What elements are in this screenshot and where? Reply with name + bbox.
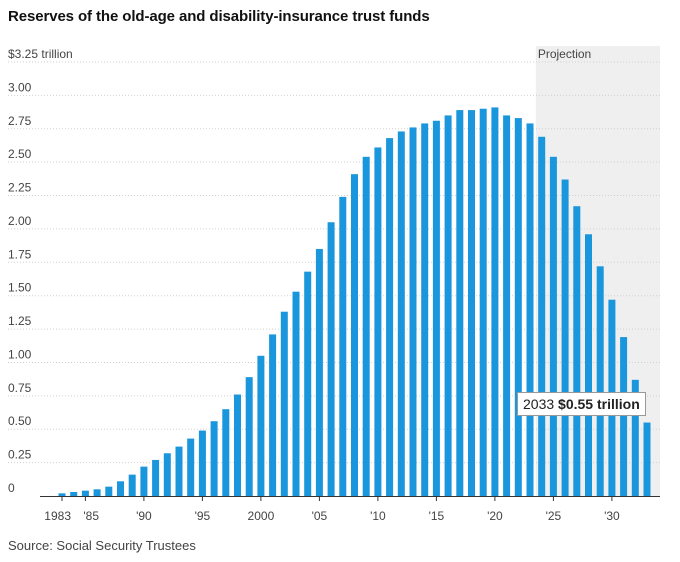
bar-1983 [58,493,66,496]
bar-1996 [210,421,218,496]
x-tick-label: '90 [136,509,152,523]
bar-1999 [245,377,253,496]
y-tick-label: 2.25 [8,181,32,195]
bar-2027 [573,206,581,496]
y-tick-label: 2.50 [8,147,32,161]
bar-2025 [549,156,557,496]
bar-2023 [526,123,534,497]
bar-1989 [128,474,136,496]
bar-2006 [327,222,335,496]
bar-2022 [514,118,522,496]
bar-1987 [105,486,113,496]
bar-2000 [257,355,265,496]
callout-2033: 2033 $0.55 trillion [517,392,646,416]
bar-2028 [585,234,592,496]
x-tick-label: '05 [312,509,328,523]
y-tick-label: 1.00 [8,347,32,361]
bar-2032 [631,379,639,496]
bar-2003 [292,291,300,496]
bar-1998 [234,394,241,496]
bar-2020 [491,107,499,496]
bar-2007 [339,196,347,496]
x-tick-label: '85 [83,509,99,523]
bar-2005 [315,248,323,496]
bar-2015 [432,120,440,496]
y-tick-label: 1.25 [8,314,32,328]
bar-1984 [70,491,78,496]
y-tick-label: 0.75 [8,381,32,395]
y-tick-label: 2.00 [8,214,32,228]
y-tick-label: 1.50 [8,281,32,295]
source-note: Source: Social Security Trustees [8,538,196,553]
bar-1991 [152,459,160,496]
bar-2001 [269,334,277,496]
bar-2017 [456,110,464,496]
y-tick-label: 2.75 [8,114,32,128]
bar-2002 [280,311,288,496]
y-tick-label: 3.00 [8,80,32,94]
bar-1994 [187,438,195,496]
bar-1997 [222,409,230,496]
bar-1986 [93,489,101,496]
x-tick-label: '15 [429,509,445,523]
bar-2014 [421,123,429,497]
bar-2024 [538,136,546,496]
y-tick-label: 0.25 [8,448,32,462]
x-tick-label: 1983 [44,509,71,523]
bar-1992 [163,453,171,496]
callout-value: $0.55 trillion [558,396,640,412]
x-tick-label: '20 [487,509,503,523]
bar-2018 [468,110,475,496]
bar-2029 [596,266,604,496]
bar-2031 [620,337,628,496]
bar-2033 [643,422,651,496]
bar-2013 [409,127,417,497]
bar-2026 [561,179,569,496]
bar-2008 [351,174,358,496]
bar-2021 [503,115,511,497]
bar-2004 [304,271,312,496]
y-tick-label: 0.50 [8,414,32,428]
y-tick-label: $3.25 trillion [8,47,73,61]
x-tick-label: '30 [604,509,620,523]
bar-1993 [175,446,183,496]
x-tick-label: 2000 [248,509,275,523]
bar-2011 [386,138,394,496]
bar-1990 [140,466,148,496]
projection-label: Projection [538,47,591,61]
bar-1988 [117,481,124,496]
x-tick-label: '25 [546,509,562,523]
bar-2009 [362,156,370,496]
callout-year: 2033 [523,396,555,412]
bar-2010 [374,147,382,497]
bar-2016 [444,115,452,497]
bar-2012 [397,131,405,496]
x-tick-label: '95 [195,509,211,523]
bar-2019 [479,108,487,496]
bar-1995 [198,430,206,496]
y-tick-label: 1.75 [8,247,32,261]
bar-1985 [81,490,89,496]
x-tick-label: '10 [370,509,386,523]
chart-title: Reserves of the old-age and disability-i… [8,8,430,25]
y-tick-label: 0 [8,481,15,495]
